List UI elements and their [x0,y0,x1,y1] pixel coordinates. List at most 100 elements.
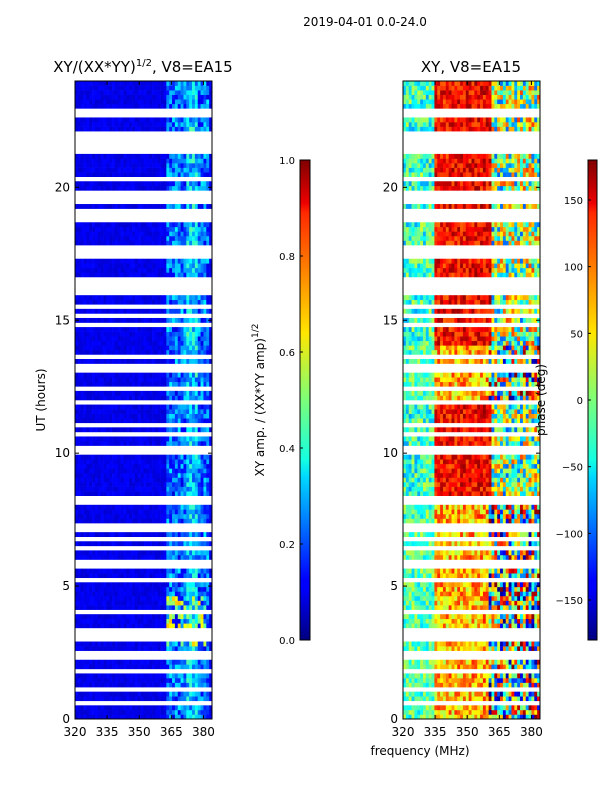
heatmap-cell [477,691,481,697]
heatmap-cell [209,263,212,269]
heatmap-cell [189,709,193,715]
heatmap-cell [80,696,84,702]
heatmap-cell [209,705,212,711]
heatmap-cell [166,714,170,719]
heatmap-cell [180,454,184,460]
heatmap-cell [89,308,93,314]
heatmap-cell [83,372,87,378]
heatmap-cell [194,418,199,424]
heatmap-cell [83,591,87,597]
heatmap-cell [77,468,81,474]
heatmap-cell [203,263,207,269]
heatmap-cell [209,541,212,547]
heatmap-cell [154,482,159,487]
heatmap-cell [166,591,170,597]
heatmap-cell [197,491,201,496]
heatmap-cell [177,126,181,132]
heatmap-cell [103,308,107,314]
heatmap-cell [194,463,199,469]
heatmap-cell [180,231,184,237]
heatmap-cell [192,240,196,246]
heatmap-cell [80,381,84,387]
heatmap-cell [200,222,204,228]
heatmap-cell [77,395,81,401]
heatmap-cell [75,181,79,187]
heatmap-cell [112,222,116,228]
heatmap-cell [203,504,207,510]
heatmap-cell [183,518,187,524]
heatmap-cell [92,308,96,314]
heatmap-cell [117,317,121,323]
heatmap-cell [428,646,432,651]
heatmap-cell [140,504,144,510]
heatmap-cell [403,696,407,702]
heatmap-cell [522,618,527,624]
heatmap-cell [203,331,207,337]
heatmap-cell [172,513,176,519]
heatmap-cell [97,317,101,323]
heatmap-cell [177,345,181,351]
heatmap-cell [174,240,179,246]
heatmap-cell [166,409,170,414]
heatmap-cell [146,614,150,620]
heatmap-cell [177,709,181,715]
heatmap-cell [109,317,113,323]
heatmap-cell [200,413,204,419]
heatmap-cell [457,677,461,683]
heatmap-cell [120,582,124,588]
heatmap-cell [445,705,449,711]
heatmap-cell [117,272,121,278]
heatmap-cell [137,85,141,91]
heatmap-cell [126,85,130,91]
heatmap-cell [103,345,107,351]
heatmap-cell [94,377,99,383]
heatmap-cell [75,600,79,606]
heatmap-cell [502,646,507,651]
heatmap-cell [83,618,87,624]
heatmap-cell [94,586,99,592]
heatmap-cell [143,691,147,697]
heatmap-cell [200,518,204,524]
heatmap-cell [92,413,96,419]
heatmap-cell [149,463,153,469]
heatmap-cell [485,696,489,702]
heatmap-cell [143,163,147,168]
heatmap-cell [129,235,133,241]
heatmap-cell [146,418,150,424]
heatmap-cell [126,605,130,610]
heatmap-cell [209,691,212,697]
heatmap-cell [140,272,144,278]
heatmap-cell [166,126,170,132]
heatmap-cell [177,258,181,264]
heatmap-cell [468,677,472,683]
heatmap-cell [531,659,535,665]
heatmap-cell [114,317,119,323]
heatmap-cell [126,308,130,314]
heatmap-cell [112,372,116,378]
heatmap-cell [192,463,196,469]
heatmap-cell [180,554,184,560]
heatmap-cell [169,345,173,351]
heatmap-cell [126,258,130,264]
heatmap-cell [177,550,181,556]
heatmap-cell [206,317,210,323]
heatmap-cell [169,372,173,378]
heatmap-cell [177,682,181,688]
heatmap-cell [97,673,101,679]
heatmap-cell [485,714,489,719]
heatmap-cell [189,623,193,629]
heatmap-cell [114,454,119,460]
heatmap-cell [425,646,429,651]
heatmap-cell [83,454,87,460]
heatmap-cell [94,349,99,355]
heatmap-cell [174,358,179,364]
heatmap-cell [192,659,196,665]
heatmap-cell [166,463,170,469]
heatmap-cell [143,486,147,492]
heatmap-cell [203,463,207,469]
heatmap-cell [174,172,179,177]
heatmap-cell [448,673,452,679]
heatmap-cell [192,226,196,232]
heatmap-cell [183,646,187,651]
heatmap-cell [180,267,184,273]
